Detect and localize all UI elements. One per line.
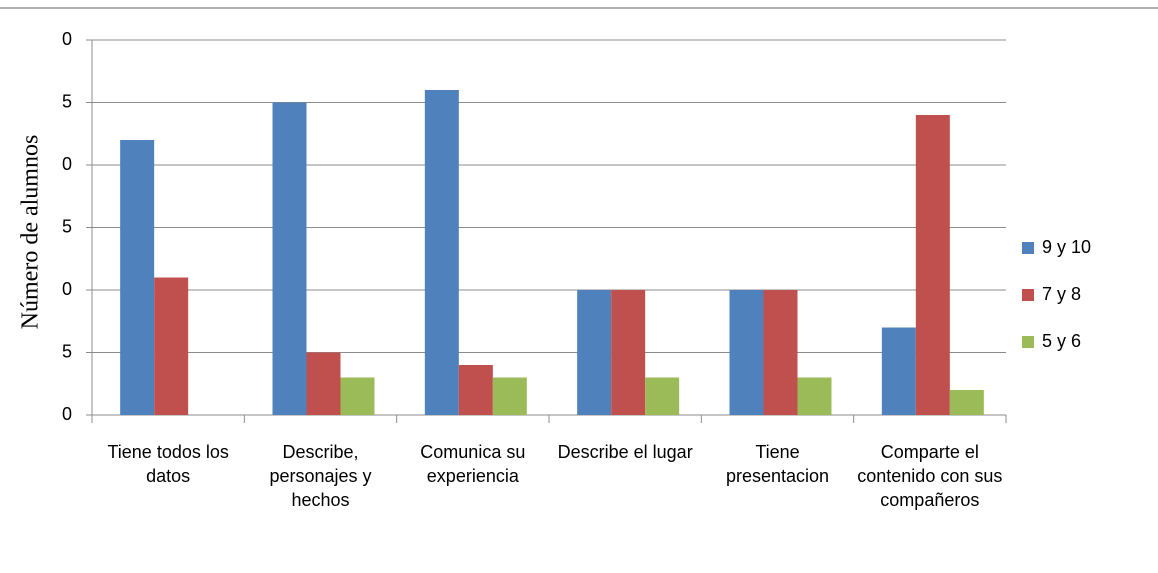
y-tick-label: 0 <box>62 279 72 299</box>
bar <box>611 290 646 415</box>
bar <box>272 102 307 415</box>
bar <box>154 277 189 415</box>
y-tick-label: 5 <box>62 341 72 361</box>
bar <box>340 377 375 415</box>
y-tick-label: 0 <box>62 154 72 174</box>
x-tick-label: Describe el lugar <box>557 442 693 462</box>
bar <box>915 115 950 415</box>
bar <box>645 377 680 415</box>
legend-swatch <box>1022 289 1034 301</box>
bar <box>492 377 527 415</box>
bar <box>729 290 764 415</box>
bar <box>577 290 612 415</box>
x-tick-label: Comunica su experiencia <box>420 442 526 486</box>
bar <box>763 290 798 415</box>
x-tick-label: Tiene presentacion <box>725 442 830 486</box>
bar <box>458 365 493 415</box>
legend-label: 9 y 10 <box>1042 237 1091 257</box>
x-tick-label: Comparte el contenido con sus compañeros <box>857 442 1003 510</box>
y-tick-label: 5 <box>62 216 72 236</box>
bar <box>424 90 459 415</box>
y-axis-title: Número de alumnos <box>18 135 44 330</box>
legend-label: 5 y 6 <box>1042 331 1081 351</box>
legend-swatch <box>1022 336 1034 348</box>
legend-swatch <box>1022 242 1034 254</box>
bar <box>881 327 916 415</box>
y-tick-label: 0 <box>62 29 72 49</box>
y-tick-label: 0 <box>62 404 72 424</box>
bar <box>306 352 341 415</box>
y-tick-label: 5 <box>62 91 72 111</box>
bar <box>120 140 155 415</box>
x-tick-label: Tiene todos los datos <box>107 442 229 486</box>
x-tick-label: Describe, personajes y hechos <box>269 442 372 510</box>
bar <box>949 390 984 415</box>
legend-label: 7 y 8 <box>1042 284 1081 304</box>
bar <box>797 377 832 415</box>
